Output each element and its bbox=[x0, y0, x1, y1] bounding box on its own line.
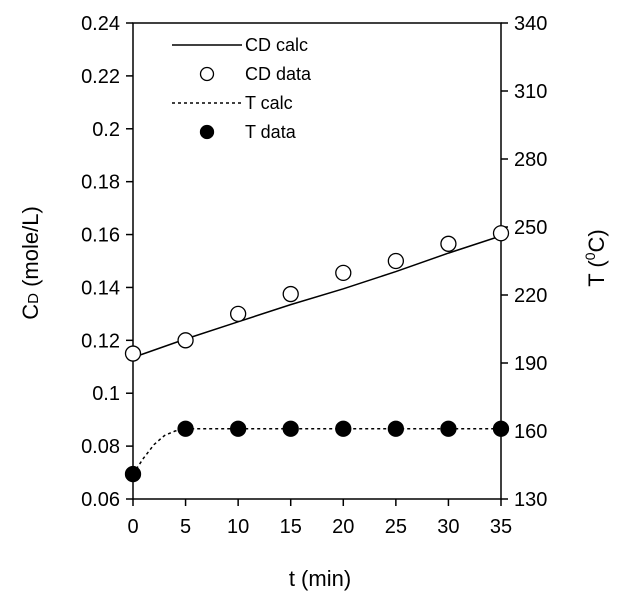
y-tick-label: 0.24 bbox=[81, 13, 120, 35]
data-point bbox=[440, 235, 457, 252]
series-line bbox=[132, 235, 502, 359]
y2-axis-title-main: T ( bbox=[584, 260, 609, 287]
y-axis-title: CD (mole/L) bbox=[18, 206, 43, 320]
y-tick-label: 0.1 bbox=[92, 383, 120, 405]
y2-axis-title-superscript: 0 bbox=[582, 252, 598, 260]
y-tick-label: 0.16 bbox=[81, 225, 120, 247]
legend-item: CD data bbox=[199, 64, 312, 84]
y-tick-label: 0.14 bbox=[81, 277, 120, 299]
x-tick-label: 10 bbox=[227, 516, 249, 538]
x-tick-label: 5 bbox=[180, 516, 191, 538]
y2-axis-title-tail: C) bbox=[584, 229, 609, 252]
y2-tick-label: 130 bbox=[514, 489, 547, 511]
legend-swatch bbox=[199, 124, 215, 140]
series-cd-calc bbox=[132, 235, 502, 359]
y2-axis-title: T (0C) bbox=[582, 229, 609, 287]
series-t-data bbox=[124, 420, 510, 483]
y2-tick-label: 280 bbox=[514, 149, 547, 171]
y-tick-label: 0.22 bbox=[81, 66, 120, 88]
legend-item: T calc bbox=[172, 93, 293, 113]
axis-ticks bbox=[126, 22, 508, 506]
legend-label: T data bbox=[245, 122, 297, 142]
y-axis-title-main: C bbox=[18, 304, 43, 320]
legend-swatch bbox=[199, 66, 215, 82]
series-t-calc bbox=[132, 427, 501, 475]
y2-tick-label: 160 bbox=[514, 421, 547, 443]
legend-label: CD data bbox=[245, 64, 312, 84]
legend-item: T data bbox=[199, 122, 297, 142]
x-tick-label: 35 bbox=[490, 516, 512, 538]
y2-tick-label: 340 bbox=[514, 13, 547, 35]
y-tick-label: 0.12 bbox=[81, 330, 120, 352]
y-tick-label: 0.2 bbox=[92, 119, 120, 141]
data-point bbox=[124, 345, 142, 362]
data-point bbox=[229, 305, 247, 323]
data-point bbox=[335, 420, 352, 437]
y-tick-label: 0.06 bbox=[81, 489, 120, 511]
y2-tick-label: 220 bbox=[514, 285, 547, 307]
data-point bbox=[492, 225, 510, 242]
x-tick-label: 0 bbox=[127, 516, 138, 538]
y2-tick-label: 310 bbox=[514, 81, 547, 103]
y-axis-title-subscript: D bbox=[25, 293, 42, 304]
legend: CD calc CD data T calc T data bbox=[172, 35, 312, 142]
legend-label: CD calc bbox=[245, 35, 308, 55]
y2-tick-label: 190 bbox=[514, 353, 547, 375]
data-point bbox=[282, 285, 299, 303]
data-point bbox=[177, 332, 194, 349]
y-axis-title-unit: (mole/L) bbox=[18, 206, 43, 293]
data-point bbox=[387, 420, 405, 437]
data-point bbox=[229, 420, 247, 437]
y2-tick-label: 250 bbox=[514, 217, 547, 239]
x-tick-label: 15 bbox=[280, 516, 302, 538]
data-point bbox=[440, 420, 457, 437]
data-point bbox=[492, 420, 510, 437]
x-tick-label: 20 bbox=[332, 516, 354, 538]
plot-frame bbox=[132, 22, 502, 500]
series-layer bbox=[124, 225, 510, 483]
legend-label: T calc bbox=[245, 93, 293, 113]
data-point bbox=[177, 420, 194, 437]
data-point bbox=[124, 465, 142, 483]
series-cd-data bbox=[124, 225, 510, 362]
tick-labels: 0 5 10 15 20 25 30 35 0.06 0.08 0.1 0.12 0.14 0.16 0.1… bbox=[81, 13, 547, 538]
x-axis-title: t (min) bbox=[289, 566, 351, 591]
data-point bbox=[335, 264, 352, 282]
y-tick-label: 0.18 bbox=[81, 172, 120, 194]
x-tick-label: 25 bbox=[385, 516, 407, 538]
series-line bbox=[132, 427, 501, 475]
x-tick-label: 30 bbox=[437, 516, 459, 538]
y-tick-label: 0.08 bbox=[81, 436, 120, 458]
data-point bbox=[282, 420, 299, 437]
legend-item: CD calc bbox=[172, 35, 308, 55]
data-point bbox=[387, 252, 405, 270]
